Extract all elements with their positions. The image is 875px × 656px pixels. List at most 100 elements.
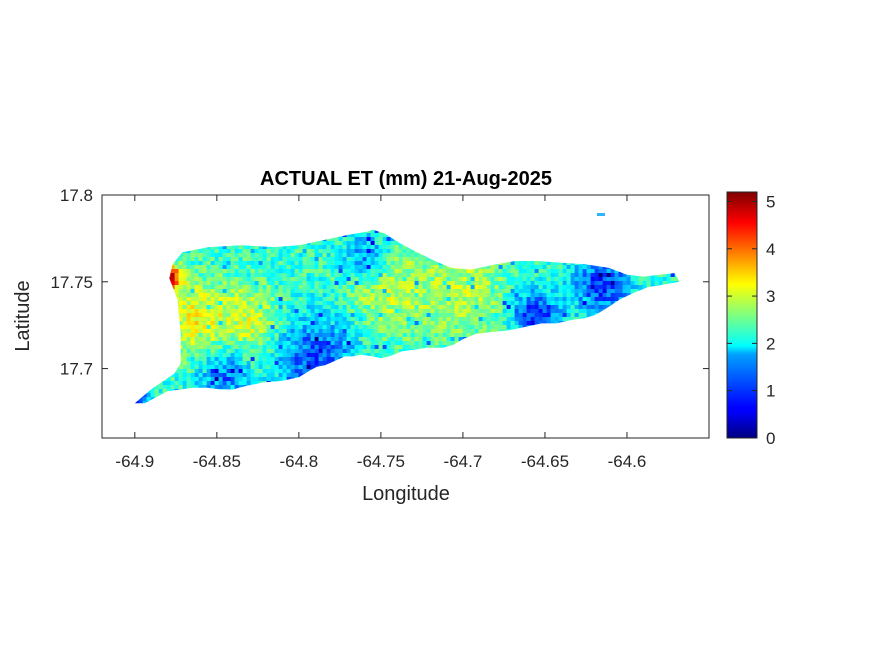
heatmap-cell — [550, 297, 555, 302]
heatmap-cell — [206, 265, 211, 270]
heatmap-cell — [298, 269, 303, 274]
heatmap-cell — [342, 349, 347, 354]
heatmap-cell — [382, 309, 387, 314]
heatmap-cell — [338, 253, 343, 258]
heatmap-cell — [474, 273, 479, 278]
heatmap-cell — [214, 313, 219, 318]
heatmap-cell — [550, 313, 555, 318]
heatmap-cell — [234, 305, 239, 310]
heatmap-cell — [198, 273, 203, 278]
heatmap-cell — [222, 285, 227, 290]
heatmap-cell — [254, 341, 259, 346]
heatmap-cell — [302, 281, 307, 286]
heatmap-cell — [270, 249, 275, 254]
heatmap-cell — [250, 289, 255, 294]
heatmap-cell — [298, 329, 303, 334]
heatmap-cell — [430, 325, 435, 330]
heatmap-cell — [362, 241, 367, 246]
heatmap-cell — [314, 317, 319, 322]
heatmap-cell — [250, 337, 255, 342]
heatmap-cell — [526, 313, 531, 318]
heatmap-cell — [338, 297, 343, 302]
heatmap-cell — [530, 285, 535, 290]
heatmap-cell — [246, 349, 251, 354]
heatmap-cell — [286, 301, 291, 306]
heatmap-cell — [386, 309, 391, 314]
heatmap-cell — [586, 281, 591, 286]
heatmap-cell — [334, 357, 339, 362]
heatmap-cell — [222, 317, 227, 322]
heatmap-cell — [550, 289, 555, 294]
heatmap-cell — [266, 305, 271, 310]
heatmap-cell — [582, 305, 587, 310]
heatmap-cell — [310, 313, 315, 318]
heatmap-cell — [530, 261, 535, 266]
heatmap-cell — [506, 277, 511, 282]
heatmap-cell — [318, 241, 323, 246]
heatmap-cell — [202, 273, 207, 278]
heatmap-cell — [578, 309, 583, 314]
heatmap-cell — [322, 273, 327, 278]
heatmap-cell — [310, 305, 315, 310]
heatmap-cell — [598, 293, 603, 298]
heatmap-cell — [502, 293, 507, 298]
heatmap-cell — [554, 321, 559, 326]
heatmap-cell — [294, 269, 299, 274]
heatmap-cell — [250, 313, 255, 318]
heatmap-cell — [570, 285, 575, 290]
heatmap-cell — [198, 345, 203, 350]
heatmap-cell — [278, 357, 283, 362]
heatmap-cell — [378, 233, 383, 238]
heatmap-cell — [434, 269, 439, 274]
heatmap-cell — [198, 341, 203, 346]
heatmap-cell — [342, 281, 347, 286]
heatmap-cell — [230, 357, 235, 362]
heatmap-cell — [298, 349, 303, 354]
heatmap-cell — [306, 285, 311, 290]
heatmap-cell — [234, 245, 239, 250]
heatmap-cell — [450, 269, 455, 274]
heatmap-cell — [470, 269, 475, 274]
heatmap-cell — [554, 265, 559, 270]
heatmap-cell — [358, 333, 363, 338]
heatmap-cell — [478, 289, 483, 294]
heatmap-cell — [350, 325, 355, 330]
heatmap-cell — [254, 321, 259, 326]
heatmap-cell — [374, 341, 379, 346]
heatmap-cell — [558, 293, 563, 298]
heatmap-cell — [490, 325, 495, 330]
heatmap-cell — [422, 341, 427, 346]
heatmap-cell — [494, 305, 499, 310]
heatmap-cell — [306, 333, 311, 338]
heatmap-cell — [322, 297, 327, 302]
heatmap-cell — [178, 341, 183, 346]
heatmap-cell — [422, 257, 427, 262]
heatmap-cell — [254, 265, 259, 270]
heatmap-cell — [466, 329, 471, 334]
heatmap-cell — [646, 281, 651, 286]
heatmap-cell — [246, 313, 251, 318]
heatmap-cell — [358, 341, 363, 346]
heatmap-cell — [538, 261, 543, 266]
heatmap-cell — [346, 317, 351, 322]
heatmap-cell — [246, 273, 251, 278]
heatmap-cell — [474, 301, 479, 306]
heatmap-cell — [362, 289, 367, 294]
heatmap-cell — [586, 293, 591, 298]
heatmap-cell — [538, 317, 543, 322]
heatmap-cell — [242, 285, 247, 290]
heatmap-cell — [506, 305, 511, 310]
heatmap-cell — [270, 265, 275, 270]
heatmap-cell — [258, 261, 263, 266]
heatmap-cell — [238, 253, 243, 258]
heatmap-cell — [274, 277, 279, 282]
heatmap-cell — [198, 265, 203, 270]
heatmap-cell — [246, 281, 251, 286]
heatmap-cell — [294, 329, 299, 334]
heatmap-cell — [370, 301, 375, 306]
heatmap-cell — [506, 313, 511, 318]
heatmap-cell — [358, 269, 363, 274]
heatmap-cell — [310, 353, 315, 358]
heatmap-cell — [650, 281, 655, 286]
heatmap-cell — [510, 285, 515, 290]
